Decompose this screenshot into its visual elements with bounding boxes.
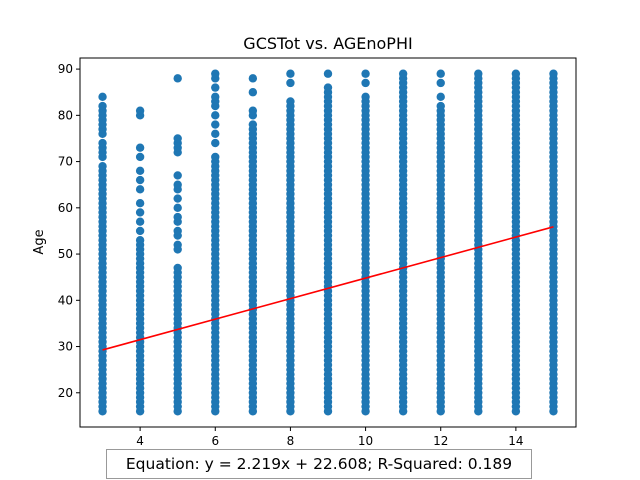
y-tick-label: 20 [58, 386, 73, 400]
data-point [173, 171, 182, 180]
data-point [286, 97, 295, 106]
data-point [361, 78, 370, 88]
data-point [248, 106, 258, 115]
data-point [98, 101, 107, 111]
data-point [173, 134, 182, 143]
data-point [98, 92, 107, 102]
y-tick-label: 90 [58, 62, 73, 76]
data-point [135, 185, 145, 194]
x-tick-label: 4 [136, 434, 144, 448]
data-point [211, 83, 220, 92]
data-point [436, 69, 445, 78]
equation-text: Equation: y = 2.219x + 22.608; R-Squared… [125, 455, 513, 473]
data-point [135, 226, 145, 236]
data-point [98, 138, 107, 148]
regression-line [102, 226, 554, 351]
data-point [361, 69, 370, 78]
data-point [135, 152, 145, 162]
data-point [135, 166, 145, 176]
data-point [248, 120, 258, 129]
data-point [173, 240, 182, 250]
data-point [135, 175, 145, 185]
data-point [211, 111, 220, 120]
data-point [173, 194, 182, 203]
x-tick-label: 14 [508, 434, 523, 448]
data-point [173, 203, 182, 213]
data-point [173, 263, 182, 273]
data-point [135, 106, 145, 115]
data-point [98, 162, 107, 171]
data-point [436, 101, 445, 111]
equation-annotation: Equation: y = 2.219x + 22.608; R-Squared… [106, 449, 532, 479]
data-point [211, 120, 220, 129]
data-point [135, 198, 145, 208]
data-point [286, 69, 295, 78]
data-point [398, 69, 408, 78]
data-point [135, 208, 145, 217]
data-point [135, 235, 145, 245]
data-point [474, 69, 483, 78]
data-point [323, 83, 333, 92]
data-point [286, 78, 295, 88]
x-tick-label: 10 [358, 434, 373, 448]
data-point [173, 74, 182, 83]
data-point [248, 88, 258, 97]
y-axis-label: Age [32, 229, 47, 254]
data-point [211, 69, 220, 78]
data-point [173, 226, 182, 236]
x-tick-label: 8 [287, 434, 295, 448]
data-point [211, 129, 220, 139]
data-point [135, 217, 145, 226]
y-tick-label: 60 [58, 201, 73, 215]
data-point [549, 69, 558, 78]
data-point [135, 143, 145, 152]
y-tick-label: 30 [58, 340, 73, 354]
data-point [211, 92, 220, 102]
x-tick-label: 12 [433, 434, 448, 448]
data-point [323, 69, 333, 78]
y-tick-label: 50 [58, 247, 73, 261]
data-point [173, 180, 182, 189]
data-point [211, 152, 220, 162]
data-point [511, 69, 521, 78]
data-point [173, 212, 182, 222]
data-point [436, 92, 445, 102]
data-point [211, 138, 220, 148]
x-tick-label: 6 [211, 434, 219, 448]
chart-title: GCSTot vs. AGEnoPHI [243, 34, 412, 53]
data-point [436, 78, 445, 88]
x-axis: 4 6 8 10 12 14 [136, 427, 524, 448]
y-tick-label: 70 [58, 155, 73, 169]
scatter-points [98, 69, 558, 416]
y-tick-label: 40 [58, 293, 73, 307]
data-point [248, 74, 258, 83]
y-axis: 20 30 40 50 60 70 80 90 [58, 62, 80, 400]
y-tick-label: 80 [58, 108, 73, 122]
data-point [361, 92, 370, 102]
plot-frame [79, 57, 577, 428]
